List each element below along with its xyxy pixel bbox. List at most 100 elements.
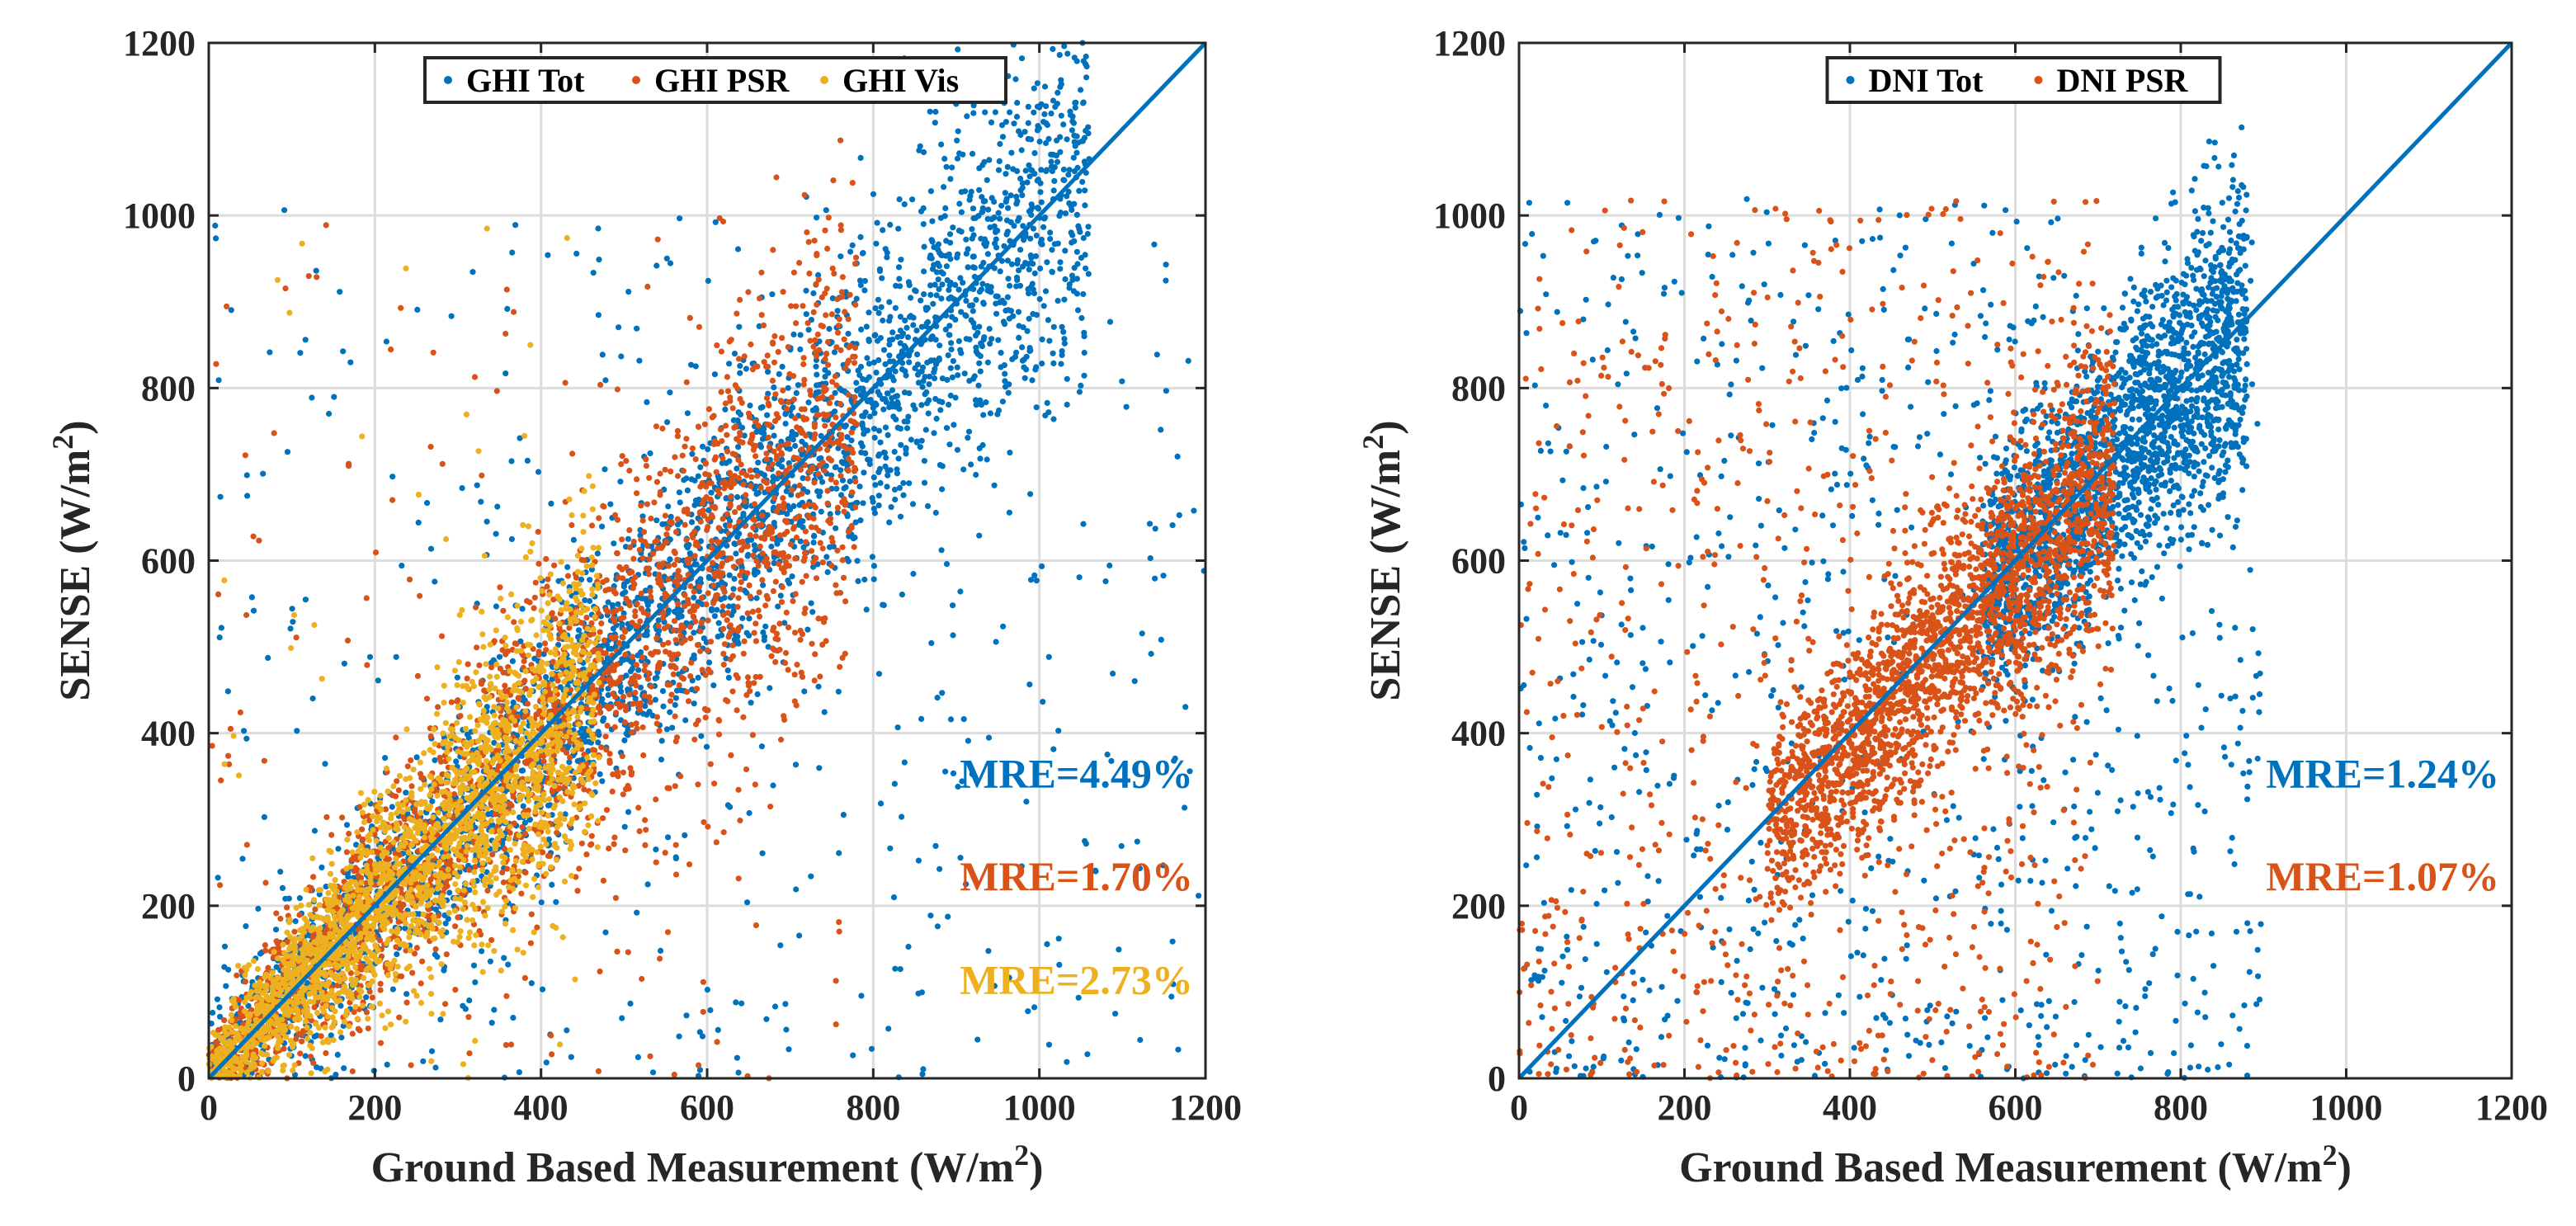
data-point [1025, 135, 1031, 142]
data-point [695, 473, 701, 479]
data-point [1003, 231, 1010, 238]
data-point [921, 291, 927, 298]
data-point [759, 403, 766, 410]
data-point [892, 304, 899, 311]
data-point [215, 377, 222, 384]
data-point [782, 420, 789, 427]
data-point [804, 475, 811, 482]
data-point [782, 411, 789, 417]
data-point [543, 1059, 550, 1066]
data-point [729, 592, 736, 599]
data-point [823, 207, 829, 214]
data-point [213, 235, 219, 242]
data-point [872, 305, 879, 312]
data-point [822, 422, 828, 429]
data-point [985, 734, 993, 741]
data-point [636, 357, 643, 364]
data-point [567, 754, 573, 761]
data-point [688, 659, 695, 666]
data-point [1057, 266, 1064, 272]
data-point [719, 455, 726, 462]
data-point [887, 314, 894, 320]
data-point [453, 758, 460, 765]
data-point [815, 683, 822, 690]
data-point [602, 377, 609, 384]
data-point [790, 404, 796, 411]
data-point [905, 413, 912, 420]
data-point [564, 573, 572, 579]
data-point [1017, 175, 1024, 182]
data-point [576, 865, 583, 872]
data-point [1073, 58, 1080, 64]
data-point [790, 269, 798, 276]
data-point [892, 965, 899, 972]
data-point [710, 413, 717, 419]
data-point [218, 625, 224, 631]
data-point [914, 371, 922, 378]
data-point [1040, 119, 1047, 125]
data-point [1069, 127, 1075, 134]
data-point [901, 418, 908, 425]
data-point [1066, 167, 1073, 173]
data-point [255, 905, 262, 912]
data-point [432, 578, 438, 585]
data-point [383, 338, 389, 345]
data-point [819, 323, 827, 330]
data-point [1175, 1046, 1182, 1053]
data-point [1002, 384, 1009, 390]
data-point [623, 458, 630, 464]
data-point [915, 857, 922, 864]
data-point [1025, 120, 1031, 126]
data-point [224, 688, 231, 695]
data-point [927, 291, 934, 298]
data-point [877, 479, 884, 487]
data-point [637, 684, 644, 691]
data-point [858, 993, 865, 999]
data-point [778, 398, 786, 405]
data-point [674, 473, 682, 479]
data-point [886, 299, 893, 305]
data-point [987, 341, 993, 347]
data-point [978, 340, 984, 347]
data-point [309, 696, 316, 702]
data-point [921, 268, 927, 275]
data-point [811, 479, 818, 486]
data-point [496, 653, 503, 660]
data-point [282, 895, 289, 902]
data-point [470, 962, 478, 969]
data-point [711, 780, 718, 787]
data-point [1085, 271, 1092, 277]
data-point [936, 355, 942, 361]
data-point [897, 314, 903, 320]
data-point [649, 1069, 657, 1076]
data-point [644, 676, 652, 682]
data-point [1027, 491, 1034, 497]
data-point [335, 846, 342, 852]
data-point [291, 928, 298, 935]
data-point [267, 349, 273, 356]
data-point [720, 650, 727, 658]
data-point [955, 337, 962, 345]
data-point [969, 235, 975, 242]
data-point [653, 262, 660, 269]
data-point [643, 644, 649, 651]
data-point [1068, 229, 1074, 236]
data-point [601, 715, 607, 722]
data-point [700, 443, 706, 450]
data-point [1054, 89, 1061, 96]
data-point [875, 671, 883, 677]
data-point [504, 865, 511, 872]
data-point [627, 765, 634, 771]
data-point [946, 332, 952, 338]
data-point [755, 607, 762, 614]
data-point [737, 296, 743, 303]
data-point [1004, 294, 1011, 300]
data-point [768, 653, 775, 659]
data-point [687, 673, 694, 680]
data-point [727, 629, 734, 636]
data-point [751, 680, 757, 686]
data-point [688, 519, 696, 526]
data-point [767, 685, 773, 691]
data-point [810, 559, 817, 566]
data-point [871, 510, 878, 516]
